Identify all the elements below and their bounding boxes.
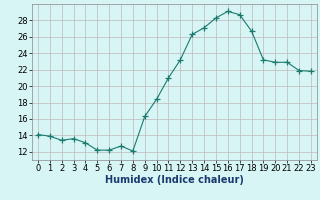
X-axis label: Humidex (Indice chaleur): Humidex (Indice chaleur) xyxy=(105,175,244,185)
